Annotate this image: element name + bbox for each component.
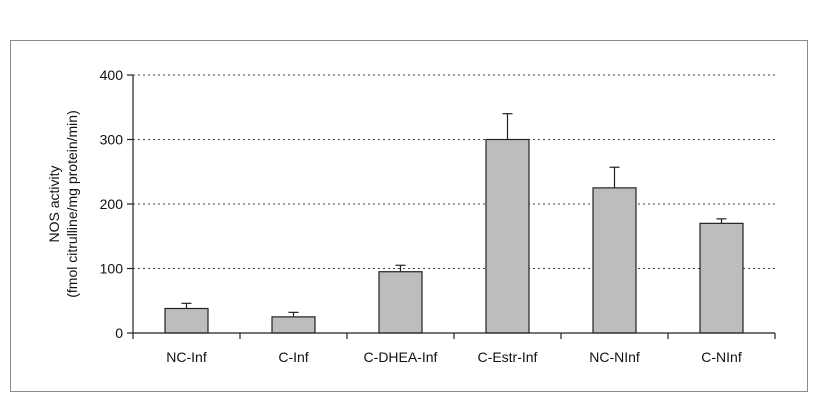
- x-tick-label: NC-NInf: [589, 349, 640, 365]
- bar: [699, 222, 744, 334]
- x-tick-label: C-NInf: [701, 349, 742, 365]
- bar: [378, 271, 423, 334]
- y-axis-title: NOS activity (fmol citrulline/mg protein…: [46, 110, 80, 298]
- bar: [164, 307, 209, 334]
- y-ticks: 0 100 200 300 400: [100, 67, 133, 341]
- y-tick-label: 300: [100, 132, 124, 148]
- y-axis-title-line1: NOS activity: [46, 165, 62, 242]
- y-tick-label: 0: [115, 325, 123, 341]
- x-tick-label: NC-Inf: [166, 349, 207, 365]
- grid-lines: [133, 74, 775, 269]
- bar: [271, 316, 316, 334]
- y-tick-label: 400: [100, 67, 124, 83]
- x-tick-label: C-Inf: [278, 349, 308, 365]
- y-tick-label: 100: [100, 261, 124, 277]
- x-tick-label: C-Estr-Inf: [478, 349, 538, 365]
- x-tick-label: C-DHEA-Inf: [364, 349, 438, 365]
- bars: [164, 113, 744, 334]
- y-tick-label: 200: [100, 196, 124, 212]
- x-ticks: NC-Inf C-Inf C-DHEA-Inf C-Estr-Inf NC-NInf C-…: [132, 333, 776, 365]
- bar: [485, 138, 530, 334]
- bar: [592, 187, 637, 334]
- y-axis-title-line2: (fmol citrulline/mg protein/min): [64, 110, 80, 298]
